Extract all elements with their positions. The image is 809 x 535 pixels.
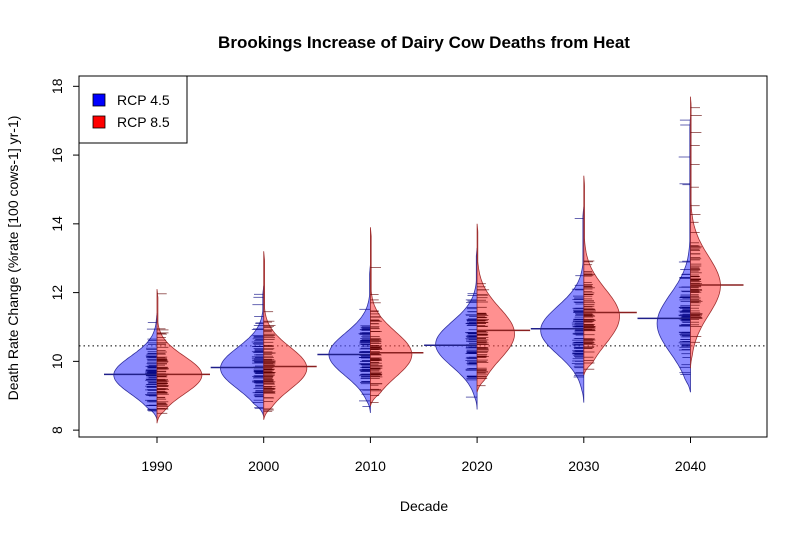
x-tick-label-2020: 2020 bbox=[462, 458, 493, 474]
bean-rcp85-2020 bbox=[476, 223, 515, 393]
y-tick-label-18: 18 bbox=[49, 78, 65, 94]
x-tick-label-2000: 2000 bbox=[248, 458, 279, 474]
y-axis-label: Death Rate Change (%rate [100 cows-1] yr… bbox=[5, 116, 21, 401]
y-tick-label-12: 12 bbox=[49, 285, 65, 301]
bean-rcp45-2040 bbox=[656, 117, 691, 393]
plot-area: 8 10 12 14 16 18 1990 2000 2010 2020 2030 2040 RCP 4… bbox=[49, 75, 768, 474]
legend-label-rcp45: RCP 4.5 bbox=[117, 92, 170, 108]
legend-swatch-rcp85 bbox=[92, 115, 106, 129]
y-tick-label-10: 10 bbox=[49, 353, 65, 369]
x-tick-label-1990: 1990 bbox=[141, 458, 172, 474]
bean-rcp45-2020 bbox=[435, 247, 478, 410]
bean-rcp45-2030 bbox=[540, 206, 585, 403]
y-tick-label-8: 8 bbox=[49, 426, 65, 434]
legend-label-rcp85: RCP 8.5 bbox=[117, 114, 170, 130]
legend-box bbox=[78, 75, 188, 144]
y-tick-label-16: 16 bbox=[49, 147, 65, 163]
x-tick-label-2010: 2010 bbox=[355, 458, 386, 474]
chart-title: Brookings Increase of Dairy Cow Deaths f… bbox=[218, 33, 630, 52]
legend-swatch-rcp45 bbox=[92, 93, 106, 107]
x-tick-label-2030: 2030 bbox=[568, 458, 599, 474]
bean-rcp85-2000 bbox=[263, 251, 308, 420]
x-tick-label-2040: 2040 bbox=[675, 458, 706, 474]
x-axis-label: Decade bbox=[400, 498, 448, 514]
plot-frame bbox=[78, 75, 768, 438]
bean-rcp85-2010 bbox=[370, 227, 413, 407]
y-tick-label-14: 14 bbox=[49, 216, 65, 232]
